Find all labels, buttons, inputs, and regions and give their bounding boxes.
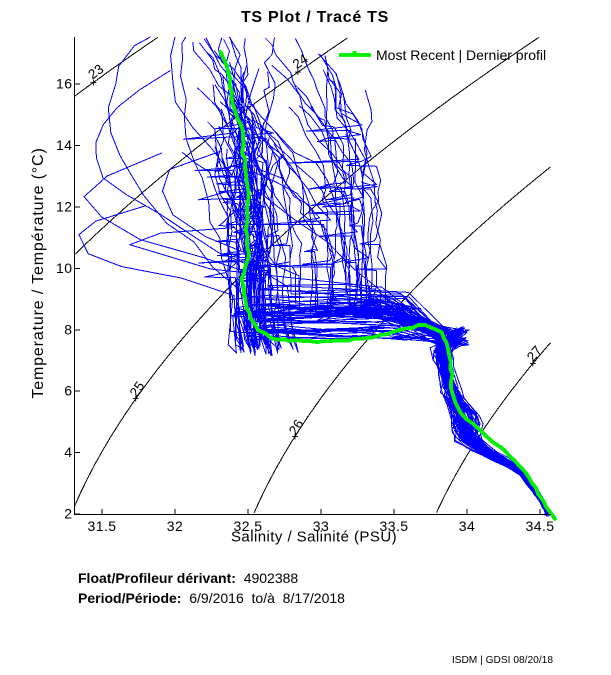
svg-text:10: 10 (56, 260, 72, 276)
svg-text:23: 23 (85, 61, 106, 82)
svg-text:Salinity / Salinité (PSU): Salinity / Salinité (PSU) (231, 529, 397, 546)
svg-text:Temperature / Température (°C): Temperature / Température (°C) (30, 147, 47, 398)
svg-text:33.5: 33.5 (379, 518, 408, 534)
svg-text:31.5: 31.5 (87, 518, 116, 534)
svg-text:25: 25 (127, 379, 148, 400)
svg-text:+: + (529, 356, 536, 370)
svg-text:Float/Profileur dérivant: 490: Float/Profileur dérivant: 4902388 (78, 570, 298, 586)
svg-text:4: 4 (64, 444, 72, 460)
svg-text:Period/Période: 6/9/2016 to/: Period/Période: 6/9/2016 to/à 8/17/2018 (78, 590, 345, 606)
svg-text:16: 16 (56, 76, 72, 92)
svg-text:+: + (294, 65, 301, 79)
svg-text:6: 6 (64, 383, 72, 399)
svg-text:34: 34 (459, 518, 475, 534)
svg-text:TS Plot / Tracé TS: TS Plot / Tracé TS (241, 9, 389, 26)
svg-text:+: + (132, 392, 139, 406)
svg-text:Most Recent | Dernier profil: Most Recent | Dernier profil (376, 47, 546, 63)
svg-text:+: + (90, 75, 97, 89)
svg-text:+: + (291, 430, 298, 444)
svg-text:32.5: 32.5 (233, 518, 262, 534)
svg-text:8: 8 (64, 321, 72, 337)
svg-text:33: 33 (313, 518, 329, 534)
svg-text:12: 12 (56, 199, 72, 215)
svg-text:32: 32 (167, 518, 183, 534)
svg-text:34.5: 34.5 (525, 518, 554, 534)
svg-text:27: 27 (524, 343, 545, 364)
svg-text:14: 14 (56, 137, 72, 153)
svg-text:ISDM | GDSI 08/20/18: ISDM | GDSI 08/20/18 (452, 655, 554, 666)
svg-text:2: 2 (64, 506, 72, 522)
svg-text:26: 26 (286, 417, 307, 438)
